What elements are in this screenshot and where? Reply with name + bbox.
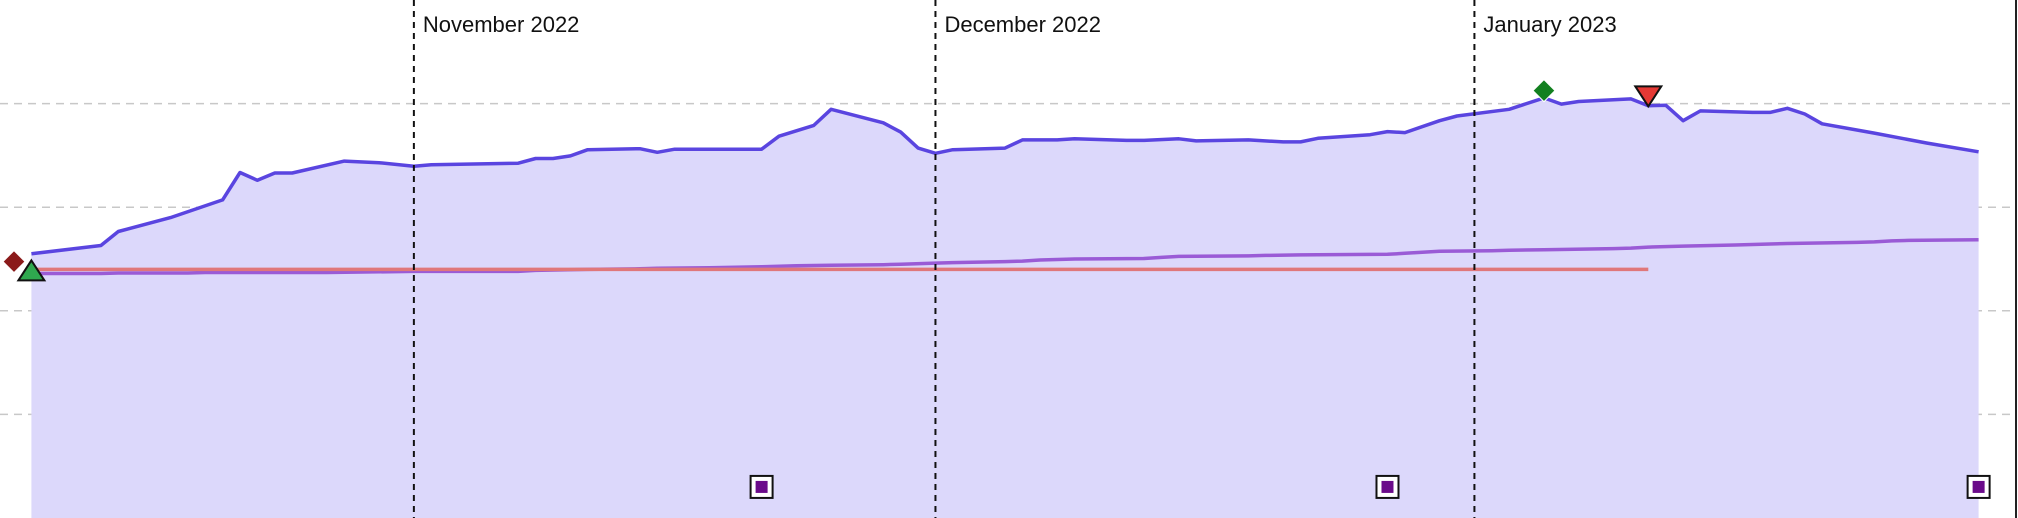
marker-3-diamond[interactable] [1532, 78, 1556, 103]
marker-1-diamond[interactable] [2, 249, 26, 274]
month-label-1: November 2022 [423, 12, 580, 37]
marker-7-square-fill [1972, 480, 1985, 493]
month-label-3: January 2023 [1483, 12, 1616, 37]
marker-5-square-fill [755, 480, 768, 493]
area-series [31, 97, 1979, 518]
marker-5-square[interactable] [749, 474, 774, 499]
marker-6-square-fill [1381, 480, 1394, 493]
month-markers: November 2022 December 2022 January 2023 [412, 0, 1617, 518]
series-1-line [31, 96, 1979, 256]
event-markers [2, 78, 1991, 499]
marker-4-triangle-down[interactable] [1633, 85, 1664, 109]
line-series [31, 96, 1979, 276]
marker-7-square[interactable] [1966, 474, 1991, 499]
series-1-area-fill [31, 97, 1979, 518]
marker-2-triangle-up[interactable] [16, 258, 47, 282]
month-label-2: December 2022 [944, 12, 1101, 37]
marker-6-square[interactable] [1375, 474, 1400, 499]
